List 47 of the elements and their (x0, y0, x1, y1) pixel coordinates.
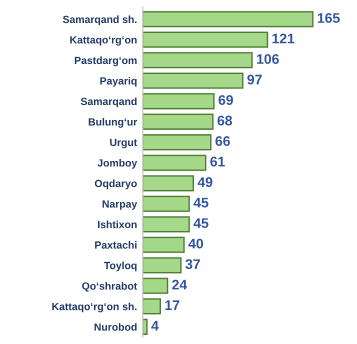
y-tick-label: Samarqand sh. (62, 15, 137, 26)
data-label: 61 (210, 156, 225, 166)
y-tick-label: Payariq (100, 76, 137, 87)
bar (142, 154, 206, 171)
y-tick-label: Kattaqo‘rg‘on (70, 36, 137, 46)
data-label: 121 (272, 34, 294, 44)
y-tick-label: Pastdarg‘om (74, 56, 137, 66)
data-label: 4 (151, 320, 159, 330)
bar (142, 93, 215, 110)
bar (142, 236, 185, 253)
data-label: 49 (198, 177, 212, 188)
data-label: 45 (194, 198, 208, 208)
y-tick-label: Paxtachi (95, 241, 137, 249)
data-label: 97 (247, 74, 262, 84)
y-tick-label: Urgut (110, 138, 138, 148)
bar (142, 114, 214, 130)
bar (142, 257, 182, 274)
bar (142, 196, 190, 212)
data-label: 24 (172, 280, 188, 290)
bar (142, 11, 314, 28)
data-label: 45 (194, 218, 208, 228)
data-label: 40 (188, 238, 204, 249)
y-tick-label: Bulung‘ur (88, 118, 138, 128)
y-tick-label: Nurobod (94, 323, 137, 331)
data-label: 17 (165, 300, 180, 310)
data-label: 37 (185, 259, 200, 270)
data-label: 69 (218, 95, 233, 105)
y-tick-label: Samarqand (80, 97, 137, 108)
bar (142, 52, 253, 68)
bar (142, 216, 190, 232)
y-tick-label: Oqdaryo (94, 180, 137, 190)
bar (142, 298, 162, 314)
bar (142, 32, 268, 48)
bar (142, 278, 168, 294)
bar (142, 134, 212, 150)
y-tick-label: Ishtixon (98, 220, 137, 228)
y-tick-label: Jomboy (97, 158, 138, 169)
bar (142, 72, 244, 89)
data-label: 165 (318, 13, 340, 23)
y-tick-label: Toyloq (104, 262, 137, 272)
data-label: 66 (215, 136, 230, 146)
y-tick-label: Qo‘shrabot (82, 282, 138, 292)
data-label: 106 (257, 54, 279, 64)
bar (142, 175, 194, 192)
y-tick-label: Kattaqo‘rg‘on sh. (52, 302, 137, 312)
data-label: 68 (218, 116, 232, 126)
y-tick-label: Narpay (102, 200, 138, 210)
